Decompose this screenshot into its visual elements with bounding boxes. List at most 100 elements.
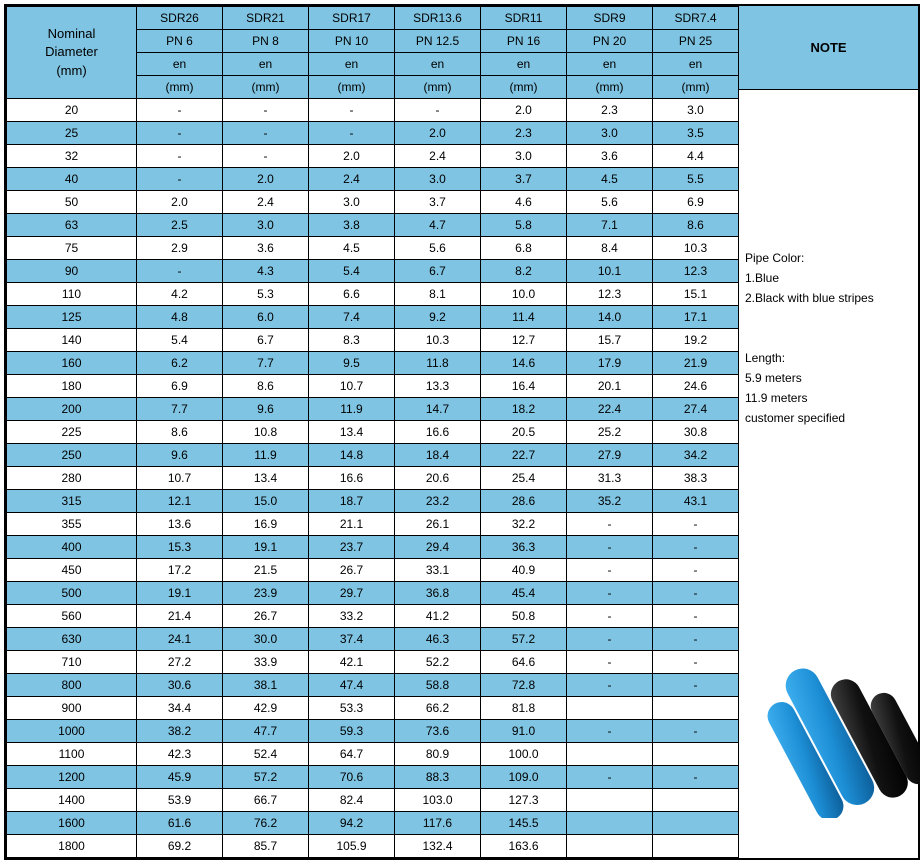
data-cell: 5.4 [309,260,395,283]
data-cell: - [653,766,739,789]
data-cell: 6.7 [223,329,309,352]
header-en-6: en [653,53,739,76]
data-cell: 14.7 [395,398,481,421]
data-cell: 10.7 [309,375,395,398]
data-cell: 33.9 [223,651,309,674]
data-cell: 52.4 [223,743,309,766]
data-cell [653,835,739,858]
table-row: 1104.25.36.68.110.012.315.1 [7,283,739,306]
data-cell [653,697,739,720]
data-cell: 132.4 [395,835,481,858]
nominal-l3: (mm) [7,62,136,80]
data-cell: 27.2 [137,651,223,674]
table-row: 752.93.64.55.66.88.410.3 [7,237,739,260]
data-cell: 3.0 [567,122,653,145]
header-en-2: en [309,53,395,76]
data-cell: 31.3 [567,467,653,490]
data-cell: 36.3 [481,536,567,559]
data-cell: 100.0 [481,743,567,766]
note-length-hdr: Length: [745,349,912,367]
data-cell: 30.8 [653,421,739,444]
data-cell: 22.7 [481,444,567,467]
nominal-cell: 560 [7,605,137,628]
data-cell: - [653,720,739,743]
table-row: 632.53.03.84.75.87.18.6 [7,214,739,237]
data-cell: 42.1 [309,651,395,674]
data-cell: 30.6 [137,674,223,697]
data-cell: 6.0 [223,306,309,329]
data-cell: - [395,99,481,122]
data-cell: 81.8 [481,697,567,720]
table-wrapper: Nominal Diameter (mm) SDR26 SDR21 SDR17 … [4,4,920,860]
data-cell: - [653,605,739,628]
data-cell: 2.4 [223,191,309,214]
data-cell [567,697,653,720]
data-cell: 11.4 [481,306,567,329]
data-cell: - [567,605,653,628]
data-cell: 18.2 [481,398,567,421]
header-pn-2: PN 10 [309,30,395,53]
table-row: 1606.27.79.511.814.617.921.9 [7,352,739,375]
data-cell: 4.3 [223,260,309,283]
table-row: 20----2.02.33.0 [7,99,739,122]
note-length-3: customer specified [745,409,912,427]
table-row: 28010.713.416.620.625.431.338.3 [7,467,739,490]
data-cell: 8.2 [481,260,567,283]
data-cell: 2.4 [309,168,395,191]
data-cell: 7.7 [223,352,309,375]
table-row: 160061.676.294.2117.6145.5 [7,812,739,835]
nominal-cell: 1400 [7,789,137,812]
data-cell: 103.0 [395,789,481,812]
data-cell: 9.5 [309,352,395,375]
data-cell: 13.6 [137,513,223,536]
nominal-cell: 180 [7,375,137,398]
data-cell: 69.2 [137,835,223,858]
header-sdr-3: SDR13.6 [395,7,481,30]
header-pn-1: PN 8 [223,30,309,53]
data-cell: 5.6 [395,237,481,260]
data-cell: - [567,513,653,536]
table-row: 1405.46.78.310.312.715.719.2 [7,329,739,352]
data-cell: 24.6 [653,375,739,398]
data-cell: 88.3 [395,766,481,789]
header-unit-5: (mm) [567,76,653,99]
data-cell: 28.6 [481,490,567,513]
data-cell: 20.1 [567,375,653,398]
data-cell: 91.0 [481,720,567,743]
data-cell: - [223,145,309,168]
data-cell: 12.3 [653,260,739,283]
nominal-cell: 250 [7,444,137,467]
data-cell: 4.5 [567,168,653,191]
data-cell: 80.9 [395,743,481,766]
data-cell: 9.6 [223,398,309,421]
nominal-cell: 800 [7,674,137,697]
data-cell: 10.3 [395,329,481,352]
data-cell: 16.4 [481,375,567,398]
data-cell: 145.5 [481,812,567,835]
data-cell: 29.4 [395,536,481,559]
data-cell: - [567,674,653,697]
data-cell: 2.3 [567,99,653,122]
nominal-cell: 32 [7,145,137,168]
pipe-illustration-icon [752,648,920,818]
table-row: 80030.638.147.458.872.8-- [7,674,739,697]
data-cell: 17.9 [567,352,653,375]
nominal-cell: 280 [7,467,137,490]
data-cell: 82.4 [309,789,395,812]
header-sdr-0: SDR26 [137,7,223,30]
data-cell: 3.7 [481,168,567,191]
data-cell: 42.9 [223,697,309,720]
data-cell: 2.5 [137,214,223,237]
data-cell: 5.8 [481,214,567,237]
data-cell: 7.1 [567,214,653,237]
data-cell: 23.2 [395,490,481,513]
nominal-cell: 315 [7,490,137,513]
data-cell: 25.4 [481,467,567,490]
data-cell: 21.4 [137,605,223,628]
note-column: NOTE Pipe Color: 1.Blue 2.Black with blu… [739,6,918,858]
data-cell: 34.2 [653,444,739,467]
table-row: 40015.319.123.729.436.3-- [7,536,739,559]
data-cell: 32.2 [481,513,567,536]
data-cell: 64.7 [309,743,395,766]
data-cell: 4.5 [309,237,395,260]
